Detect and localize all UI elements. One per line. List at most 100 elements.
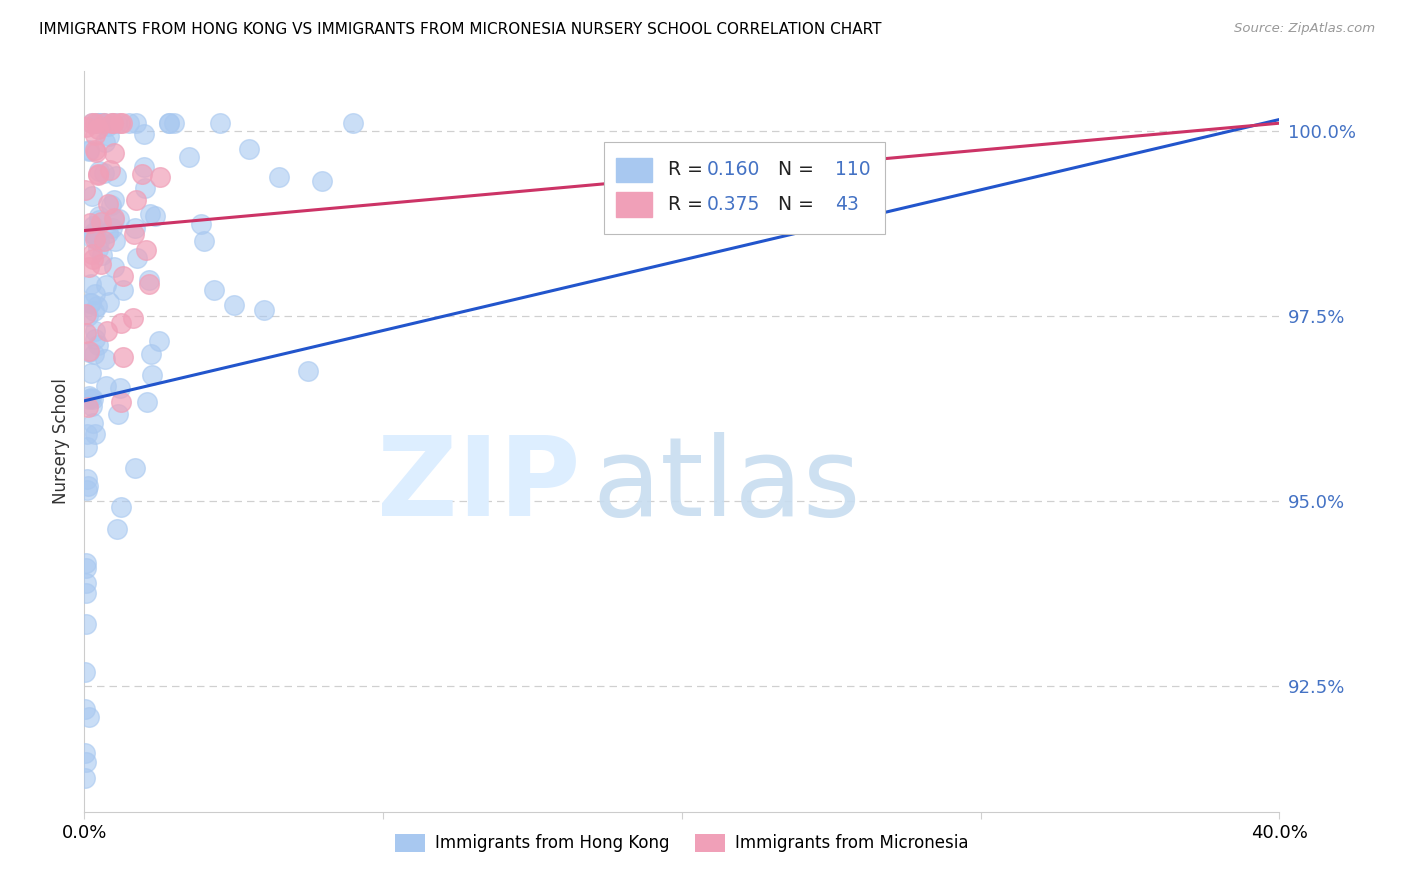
Point: [93, 234, 115, 248]
Point: [84, 232, 107, 246]
Point: [103, 260, 125, 274]
Legend: Immigrants from Hong Kong, Immigrants from Micronesia: Immigrants from Hong Kong, Immigrants fr…: [388, 827, 976, 859]
Point: [84, 116, 107, 130]
Point: [96, 379, 118, 393]
Point: [122, 227, 145, 242]
Point: [143, 210, 166, 224]
Point: [190, 217, 212, 231]
Point: [75, 307, 97, 321]
Point: [163, 116, 186, 130]
Point: [90, 257, 112, 271]
Point: [139, 346, 162, 360]
Point: [80, 189, 103, 203]
Point: [77, 343, 100, 358]
Point: [84, 230, 107, 244]
Point: [138, 277, 160, 291]
Point: [311, 174, 333, 188]
FancyBboxPatch shape: [616, 193, 652, 217]
Point: [103, 145, 125, 160]
Point: [87, 121, 110, 136]
Point: [83, 304, 105, 318]
Point: [73, 665, 96, 680]
Point: [98, 294, 121, 309]
Point: [98, 163, 121, 178]
Point: [84, 128, 107, 143]
Point: [84, 143, 107, 157]
Point: [82, 116, 104, 130]
Point: [75, 755, 97, 769]
Text: atlas: atlas: [592, 433, 860, 540]
Point: [80, 230, 103, 244]
Point: [76, 440, 98, 454]
Point: [107, 408, 129, 422]
Point: [103, 194, 125, 208]
Point: [75, 616, 97, 631]
Point: [297, 364, 319, 378]
Point: [94, 277, 117, 292]
Text: R =: R =: [668, 195, 709, 214]
Point: [87, 242, 110, 256]
Point: [91, 248, 114, 262]
Point: [131, 167, 153, 181]
Point: [75, 556, 97, 570]
Point: [82, 416, 104, 430]
Point: [76, 483, 98, 497]
Point: [82, 392, 104, 406]
Text: R =: R =: [668, 161, 709, 179]
Point: [76, 427, 98, 442]
Point: [75, 585, 97, 599]
Point: [77, 143, 100, 157]
Point: [93, 135, 115, 149]
Point: [100, 198, 122, 212]
Point: [79, 260, 101, 275]
Point: [86, 145, 108, 159]
Point: [83, 347, 105, 361]
Point: [84, 286, 107, 301]
Point: [79, 295, 101, 310]
Point: [202, 283, 225, 297]
Point: [79, 710, 101, 724]
Point: [108, 116, 131, 130]
Text: ZIP: ZIP: [377, 433, 581, 540]
Y-axis label: Nursery School: Nursery School: [52, 378, 70, 505]
Point: [87, 212, 110, 227]
Point: [103, 211, 125, 225]
Point: [76, 479, 98, 493]
Point: [83, 225, 105, 239]
Point: [80, 366, 103, 380]
Point: [103, 212, 125, 227]
Point: [82, 252, 104, 266]
Point: [101, 116, 124, 130]
Point: [139, 207, 162, 221]
Point: [93, 116, 115, 130]
FancyBboxPatch shape: [616, 158, 652, 182]
Point: [80, 277, 103, 291]
Point: [105, 522, 128, 536]
Point: [94, 352, 117, 367]
Text: IMMIGRANTS FROM HONG KONG VS IMMIGRANTS FROM MICRONESIA NURSERY SCHOOL CORRELATI: IMMIGRANTS FROM HONG KONG VS IMMIGRANTS …: [39, 22, 882, 37]
Point: [86, 338, 108, 352]
Point: [107, 212, 129, 227]
Point: [138, 273, 160, 287]
Point: [124, 194, 146, 208]
Point: [89, 234, 111, 248]
Point: [77, 401, 100, 415]
Point: [134, 181, 156, 195]
Point: [101, 116, 124, 130]
Point: [127, 251, 149, 265]
Point: [134, 160, 156, 174]
Point: [100, 221, 122, 235]
Point: [84, 427, 107, 442]
Point: [122, 311, 145, 326]
Point: [87, 168, 110, 182]
Point: [135, 243, 157, 257]
Point: [82, 247, 104, 261]
Point: [132, 127, 156, 141]
Point: [87, 163, 110, 178]
Text: N =: N =: [766, 161, 820, 179]
Point: [80, 116, 103, 130]
Point: [157, 116, 180, 130]
Point: [93, 166, 115, 180]
Point: [86, 116, 108, 130]
Point: [238, 142, 260, 156]
